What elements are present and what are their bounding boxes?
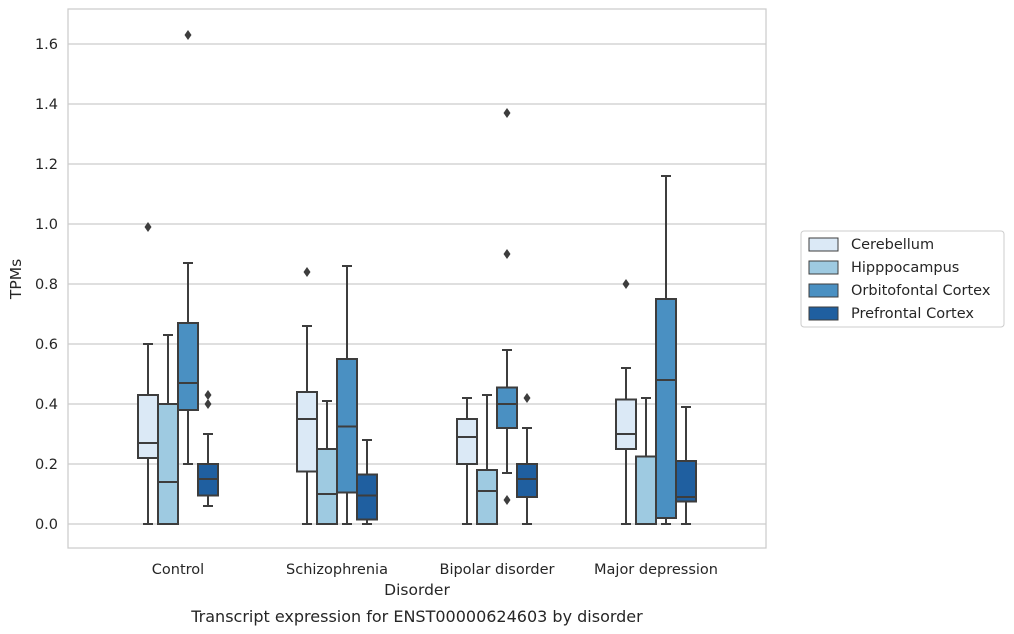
outlier-point: [503, 108, 511, 118]
legend-label: Orbitofontal Cortex: [851, 283, 991, 299]
box-body: [615, 398, 637, 450]
box: [456, 397, 478, 525]
box: [296, 267, 318, 525]
series-prefrontal-cortex: [197, 390, 697, 525]
box-plot-series: [137, 30, 697, 525]
outlier-point: [503, 495, 511, 505]
box: [635, 397, 657, 525]
x-tick-label: Control: [152, 562, 204, 578]
y-axis-label: TPMs: [7, 259, 25, 300]
box-body: [675, 460, 697, 503]
series-orbitofontal-cortex: [177, 30, 677, 525]
box-body: [456, 418, 478, 465]
box: [476, 394, 498, 525]
x-tick-label: Bipolar disorder: [440, 562, 555, 578]
outlier-point: [204, 390, 212, 400]
box: [157, 334, 179, 525]
x-tick-label: Schizophrenia: [286, 562, 388, 578]
box: [615, 279, 637, 525]
outlier-point: [303, 267, 311, 277]
chart-caption: Transcript expression for ENST0000062460…: [190, 607, 643, 626]
box-body: [137, 394, 159, 459]
outlier-point: [503, 249, 511, 259]
x-tick-labels: Control Schizophrenia Bipolar disorder Majo…: [152, 562, 718, 578]
outlier-point: [622, 279, 630, 289]
y-tick-label: 0.6: [35, 337, 58, 353]
box: [316, 400, 338, 525]
legend-swatch: [808, 283, 839, 298]
y-tick-label: 0.0: [35, 517, 58, 533]
box-body: [356, 473, 378, 521]
y-tick-label: 1.4: [35, 97, 58, 113]
box-body: [157, 403, 179, 525]
outlier-point: [523, 393, 531, 403]
y-tick-label: 0.8: [35, 277, 58, 293]
y-tick-label: 1.6: [35, 37, 58, 53]
box-body: [516, 463, 538, 498]
y-tick-label: 0.2: [35, 457, 58, 473]
legend-swatch: [808, 237, 839, 252]
box: [197, 390, 219, 507]
legend: Cerebellum Hipppocampus Orbitofontal Corte…: [800, 230, 1005, 328]
legend-swatch: [808, 306, 839, 321]
outlier-point: [144, 222, 152, 232]
box: [496, 108, 518, 505]
x-tick-label: Major depression: [594, 562, 718, 578]
outlier-point: [184, 30, 192, 40]
box-body: [316, 448, 338, 525]
box: [655, 175, 677, 525]
box-body: [296, 391, 318, 473]
box: [356, 439, 378, 525]
y-tick-labels: 0.0 0.2 0.4 0.6 0.8 1.0 1.2 1.4 1.6: [35, 37, 58, 533]
y-tick-label: 1.0: [35, 217, 58, 233]
box: [675, 406, 697, 525]
legend-frame: [800, 230, 1005, 328]
series-cerebellum: [137, 222, 637, 525]
x-axis-label: Disorder: [384, 581, 450, 599]
box: [137, 222, 159, 525]
y-tick-label: 0.4: [35, 397, 58, 413]
box-body: [496, 386, 518, 429]
outlier-point: [204, 399, 212, 409]
series-hipppocampus: [157, 334, 657, 525]
box-body: [476, 469, 498, 525]
plot-area-frame: [67, 8, 767, 549]
box-body: [655, 298, 677, 519]
box: [177, 30, 199, 465]
box: [516, 393, 538, 525]
legend-swatch: [808, 260, 839, 275]
box: [336, 265, 358, 525]
legend-label: Prefrontal Cortex: [851, 306, 974, 322]
box-body: [177, 322, 199, 411]
legend-label: Hipppocampus: [851, 260, 959, 276]
y-tick-label: 1.2: [35, 157, 58, 173]
box-body: [635, 455, 657, 525]
legend-items: Cerebellum Hipppocampus Orbitofontal Corte…: [808, 237, 991, 322]
legend-label: Cerebellum: [851, 237, 934, 253]
